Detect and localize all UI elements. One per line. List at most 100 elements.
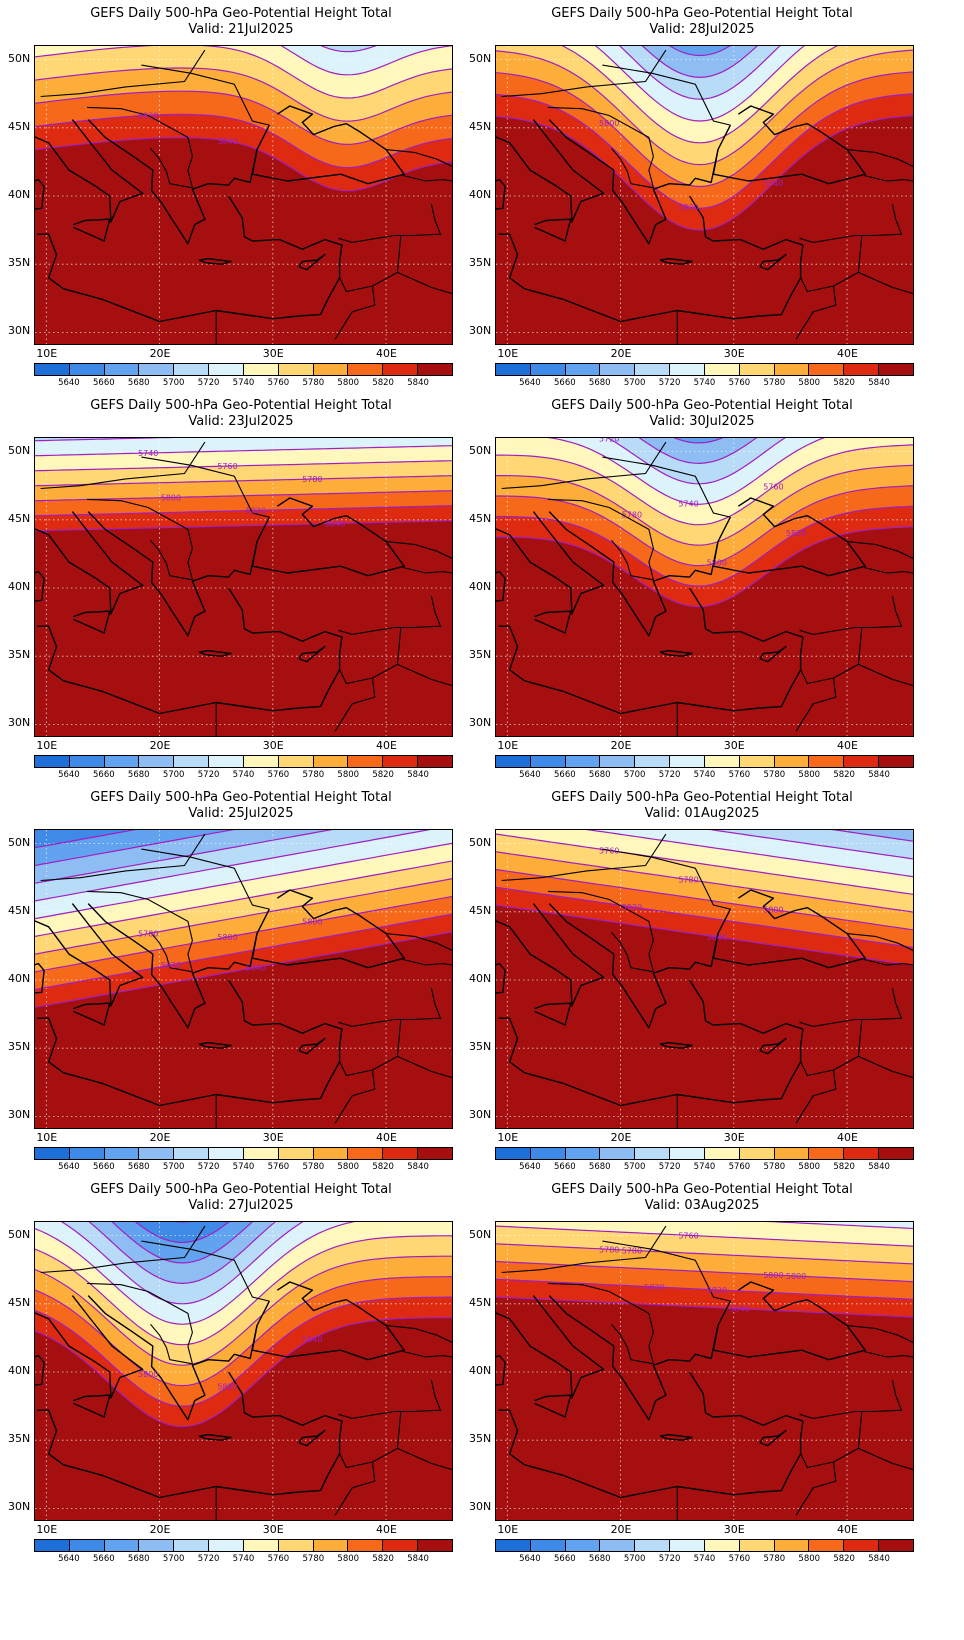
contour-label: 5760	[763, 483, 783, 492]
contour-5840	[35, 520, 452, 532]
colorbar-swatch	[313, 1148, 349, 1159]
colorbar-label: 5780	[302, 378, 325, 388]
colorbar-label: 5840	[407, 1162, 429, 1172]
coastline	[298, 645, 326, 663]
colorbar-swatch	[879, 364, 913, 375]
lat-tick-label: 35N	[8, 1432, 31, 1446]
contour-label: 5780	[622, 511, 642, 520]
colorbar-swatch	[670, 1540, 705, 1551]
coastline	[35, 1295, 144, 1399]
colorbar-swatch	[879, 1148, 913, 1159]
colorbar-swatch	[139, 1540, 175, 1551]
coastline	[35, 1354, 45, 1386]
lon-tick-label: 10E	[36, 1131, 58, 1144]
lat-tick-label: 35N	[469, 648, 492, 662]
country-border	[548, 1282, 654, 1364]
colorbar-swatch	[809, 1540, 845, 1551]
colorbar-swatch	[635, 1540, 671, 1551]
colorbar-label: 5780	[302, 1162, 325, 1172]
colorbar-label: 5640	[58, 770, 80, 780]
coastline	[251, 889, 405, 969]
contour-label: 5780	[302, 475, 322, 484]
panel-valid-date: Valid: 21Jul2025	[188, 22, 294, 37]
coastline	[659, 1042, 693, 1049]
colorbar-swatch	[104, 1540, 140, 1551]
coastline	[496, 962, 506, 994]
contour-5720	[61, 1222, 304, 1305]
colorbar-label: 5780	[763, 1162, 786, 1172]
country-border	[847, 541, 913, 560]
colorbar-label: 5700	[162, 1554, 185, 1564]
colorbar-swatch	[530, 364, 566, 375]
colorbar-label: 5760	[728, 378, 751, 388]
panel-valid-date: Valid: 25Jul2025	[188, 806, 294, 821]
coastline	[73, 218, 111, 242]
colorbar-swatch	[670, 1148, 705, 1159]
contour-5760	[561, 46, 839, 144]
coastline	[496, 511, 605, 615]
height-field: 5740 5760 5780 5800 5820 5840	[35, 438, 452, 736]
colorbar	[495, 755, 914, 768]
country-border	[87, 1282, 193, 1364]
lat-tick-label: 30N	[469, 716, 492, 730]
colorbar-label: 5800	[798, 378, 821, 388]
colorbar-label: 5820	[833, 1554, 855, 1564]
contour-label: 5800	[599, 119, 619, 128]
colorbar-label: 5820	[833, 378, 855, 388]
coastline	[712, 497, 866, 577]
contour-label: 5820	[644, 1283, 664, 1292]
contour-label: 5840	[217, 137, 237, 146]
colorbar-label: 5740	[693, 770, 716, 780]
colorbar-label: 5840	[868, 378, 890, 388]
colorbar-swatch	[69, 756, 105, 767]
colorbar-label: 5800	[337, 770, 360, 780]
colorbar-label: 5640	[519, 1554, 541, 1564]
coastline	[37, 587, 343, 715]
country-border	[141, 1240, 270, 1302]
country-border	[799, 1380, 903, 1419]
colorbar	[34, 755, 453, 768]
contour-5820	[496, 93, 913, 209]
contour-5820	[496, 1278, 913, 1300]
colorbar-swatch	[496, 756, 531, 767]
country-border	[602, 64, 731, 126]
contour-label: 5800	[302, 918, 322, 927]
colorbar-label: 5660	[554, 1162, 576, 1172]
colorbar-swatch	[209, 1540, 244, 1551]
lat-tick-label: 40N	[8, 972, 31, 985]
colorbar-label: 5840	[407, 378, 429, 388]
map-area: 5780 5760 5800 5780 5820 5800 5820 5840	[495, 1221, 914, 1521]
colorbar-label: 5700	[623, 1554, 646, 1564]
contour-label: 5780	[138, 930, 158, 939]
height-field: 5820 5840	[35, 46, 452, 344]
lon-tick-label: 10E	[497, 1131, 519, 1144]
colorbar-label: 5720	[197, 770, 220, 780]
contour-label: 5840	[763, 179, 783, 188]
panel-title: GEFS Daily 500-hPa Geo-Potential Height …	[551, 398, 853, 413]
coastline	[498, 979, 804, 1107]
height-field: 5760 5780 5800 5820 5840	[496, 830, 913, 1128]
colorbar-label: 5780	[763, 1554, 786, 1564]
contour-label: 5800	[763, 1271, 783, 1280]
colorbar-swatch	[600, 1540, 636, 1551]
country-border	[863, 174, 913, 182]
colorbar-label: 5740	[693, 1162, 716, 1172]
contour-5780	[35, 475, 452, 487]
colorbar-swatch	[383, 1148, 419, 1159]
panel-title: GEFS Daily 500-hPa Geo-Potential Height …	[90, 6, 392, 21]
contour-5800	[496, 71, 913, 188]
colorbar-swatch	[209, 364, 244, 375]
contour-5800	[496, 485, 913, 567]
contour-label: 5780	[622, 1246, 642, 1255]
coastline	[759, 253, 787, 271]
country-border	[87, 106, 193, 188]
contour-label: 5760	[678, 1231, 698, 1240]
contour-5720	[619, 46, 781, 100]
coastline	[251, 1281, 405, 1361]
country-border	[40, 833, 206, 882]
panel-title: GEFS Daily 500-hPa Geo-Potential Height …	[551, 6, 853, 21]
colorbar	[34, 363, 453, 376]
lat-tick-label: 45N	[8, 903, 31, 917]
coastline	[298, 1429, 326, 1447]
lat-tick-label: 30N	[8, 324, 31, 338]
